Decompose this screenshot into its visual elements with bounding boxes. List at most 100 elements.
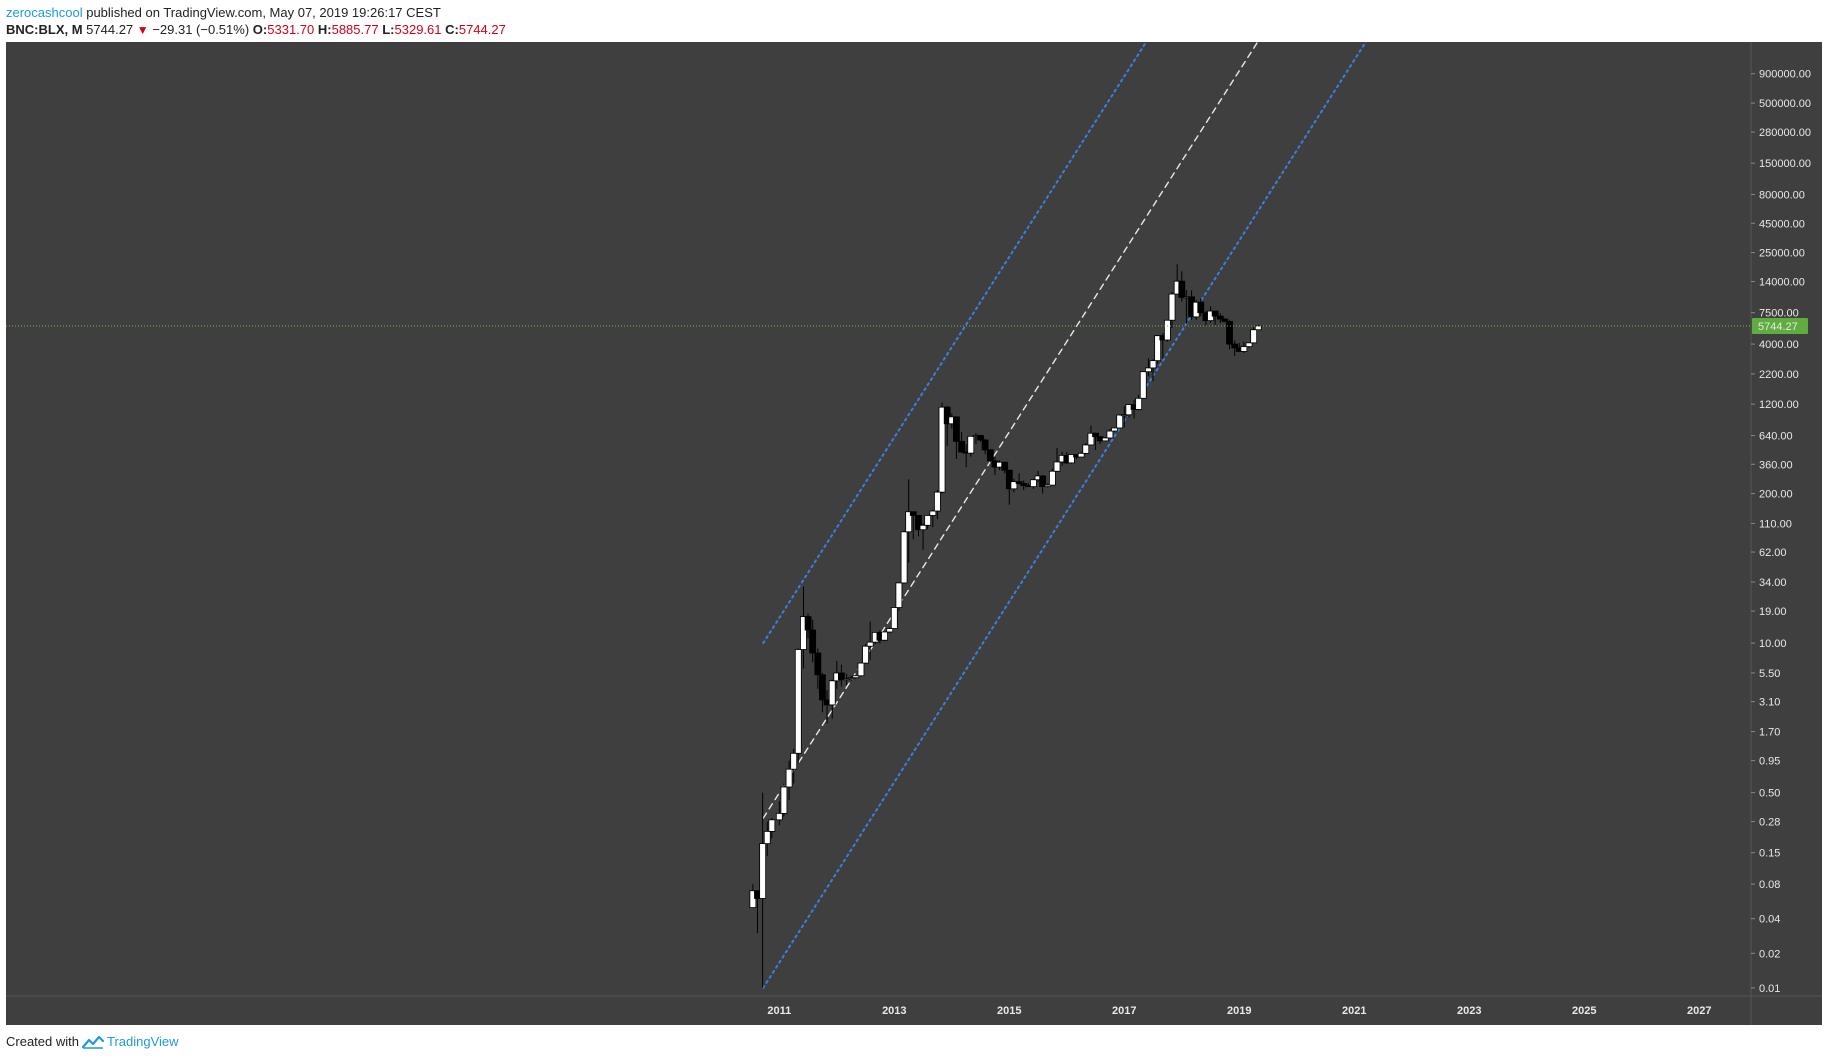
- candle-body: [953, 416, 960, 442]
- candle-body: [838, 672, 845, 681]
- y-tick-label: 150000.00: [1759, 158, 1811, 170]
- tradingview-link[interactable]: TradingView: [106, 1034, 179, 1049]
- channel-mid-line: [762, 42, 1259, 819]
- candle-body: [809, 629, 817, 654]
- candle-body: [804, 616, 812, 631]
- channel-lower-line: [762, 42, 1367, 989]
- candle-body: [1154, 335, 1162, 362]
- candle-body: [919, 524, 927, 531]
- candle-body: [1106, 430, 1114, 439]
- candle-body: [934, 491, 941, 512]
- x-tick-label: 2011: [767, 1005, 791, 1017]
- candle-body: [862, 645, 869, 664]
- candle-body: [943, 406, 951, 425]
- candle-body: [1111, 427, 1118, 432]
- candle-body: [905, 511, 913, 533]
- y-tick-label: 25000.00: [1759, 248, 1805, 260]
- close-label: C:: [445, 22, 459, 37]
- y-tick-label: 10.00: [1759, 638, 1787, 650]
- candle-body: [1139, 371, 1147, 399]
- candle-body: [749, 890, 757, 908]
- candle-body: [866, 641, 874, 647]
- y-tick-label: 1.70: [1759, 727, 1780, 739]
- y-tick-label: 80000.00: [1759, 190, 1805, 202]
- y-tick-label: 0.15: [1759, 848, 1780, 860]
- price-chart[interactable]: 0.01 0.02 0.04 0.08 0.15 0.28 0.50 0.95 1.70 3.10…: [6, 42, 1822, 1025]
- candle-body: [847, 677, 855, 680]
- y-tick-label: 0.04: [1759, 914, 1780, 926]
- y-tick-label: 34.00: [1759, 577, 1787, 589]
- candle-body: [857, 662, 865, 677]
- candle-body: [759, 843, 767, 899]
- candle-body: [1101, 437, 1109, 442]
- created-with-text: Created with: [6, 1034, 79, 1049]
- candle-body: [1067, 454, 1075, 464]
- candle-body: [986, 449, 994, 462]
- x-tick-label: 2015: [997, 1005, 1021, 1017]
- x-tick-label: 2027: [1687, 1005, 1711, 1017]
- y-tick-label: 2200.00: [1759, 369, 1799, 381]
- x-tick-label: 2017: [1112, 1005, 1136, 1017]
- candle-body: [890, 607, 898, 629]
- symbol-label: BNC:BLX, M: [6, 22, 83, 37]
- chart-area[interactable]: 0.01 0.02 0.04 0.08 0.15 0.28 0.50 0.95 1.70 3.10…: [6, 42, 1822, 1025]
- author-link[interactable]: zerocashcool: [6, 5, 83, 20]
- candle-body: [794, 649, 802, 754]
- y-tick-label: 500000.00: [1759, 98, 1811, 110]
- candle-body: [1221, 318, 1229, 322]
- candle-body: [1178, 280, 1186, 298]
- published-text: published on TradingView.com, May 07, 20…: [82, 5, 441, 20]
- candle-body: [900, 531, 908, 584]
- y-tick-label: 0.08: [1759, 879, 1780, 891]
- y-tick-label: 19.00: [1759, 606, 1787, 618]
- down-arrow-icon: ▼: [136, 23, 149, 37]
- candle-body: [1001, 461, 1009, 471]
- candle-body: [924, 515, 932, 526]
- candle-body: [1168, 293, 1176, 321]
- last-price-badge-label: 5744.27: [1758, 321, 1798, 333]
- y-tick-label: 640.00: [1759, 431, 1793, 443]
- candle-body: [967, 435, 975, 454]
- last-price-badge: [1752, 318, 1808, 335]
- candle-body: [1216, 315, 1224, 320]
- candle-body: [1120, 414, 1128, 417]
- candle-body: [1254, 325, 1262, 331]
- last-price: 5744.27: [86, 22, 134, 37]
- tradingview-logo-icon: [81, 1035, 104, 1049]
- candle-body: [1082, 444, 1090, 454]
- candle-body: [775, 812, 783, 821]
- candle-body: [800, 616, 807, 650]
- candle-body: [1049, 470, 1056, 486]
- close-value: 5744.27: [458, 22, 506, 37]
- x-tick-label: 2021: [1342, 1005, 1366, 1017]
- y-tick-label: 0.02: [1759, 948, 1780, 960]
- candle-body: [852, 675, 860, 679]
- y-tick-label: 5.50: [1759, 668, 1780, 680]
- y-tick-label: 3.10: [1759, 697, 1780, 709]
- candle-body: [1149, 360, 1157, 369]
- candle-body: [1245, 342, 1253, 348]
- candle-body: [1053, 461, 1061, 472]
- candle-body: [1240, 346, 1248, 352]
- y-tick-label: 110.00: [1759, 518, 1792, 530]
- candle-body: [1077, 452, 1085, 458]
- candle-body: [780, 786, 788, 814]
- candle-body: [814, 652, 822, 676]
- candle-body: [881, 631, 888, 641]
- y-tick-label: 900000.00: [1759, 69, 1811, 81]
- y-tick-label: 360.00: [1759, 459, 1793, 471]
- candle-body: [1211, 310, 1219, 317]
- x-tick-label: 2019: [1227, 1005, 1251, 1017]
- candle-body: [790, 752, 798, 770]
- channel-upper-line: [762, 42, 1148, 645]
- publish-header: zerocashcool published on TradingView.co…: [6, 4, 441, 21]
- candle-body: [1015, 481, 1023, 484]
- candle-body: [1164, 319, 1171, 341]
- candle-body: [768, 819, 776, 832]
- candle-body: [1250, 329, 1258, 344]
- candle-body: [1039, 475, 1047, 488]
- candle-body: [1010, 481, 1018, 490]
- candle-body: [938, 406, 946, 493]
- x-tick-label: 2025: [1572, 1005, 1596, 1017]
- open-label: O:: [252, 22, 268, 37]
